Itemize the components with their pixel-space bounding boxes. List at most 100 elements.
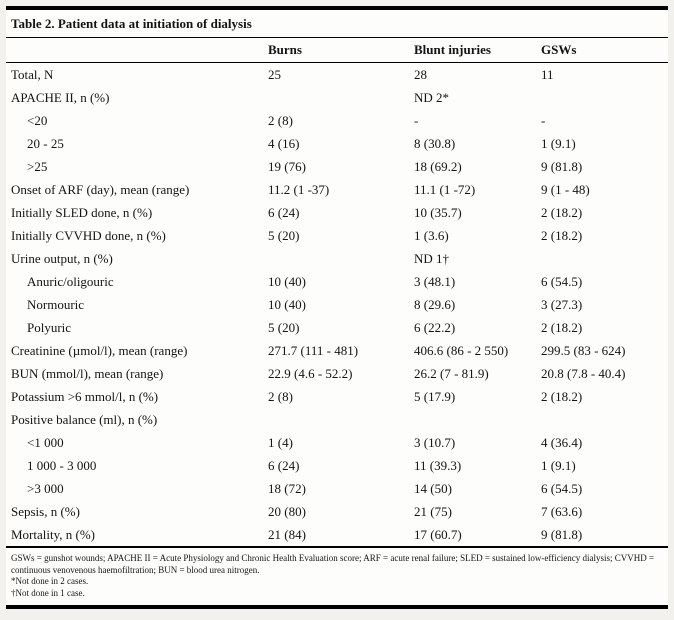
cell-blunt-injuries: 8 (29.6) <box>414 296 456 312</box>
rule-above-footnotes <box>6 546 668 548</box>
rule-under-header <box>6 62 668 63</box>
cell-burns: 6 (24) <box>268 457 300 473</box>
cell-blunt-injuries: 1 (3.6) <box>414 227 449 243</box>
cell-blunt-injuries: 8 (30.8) <box>414 135 456 151</box>
table-row: 1 000 - 3 000 6 (24) 11 (39.3) 1 (9.1) <box>6 454 668 477</box>
row-label: Initially CVVHD done, n (%) <box>11 227 166 243</box>
row-label: Anuric/oligouric <box>27 273 114 289</box>
cell-blunt-injuries: ND 1† <box>414 250 450 266</box>
cell-gsws: 11 <box>541 66 554 82</box>
cell-gsws: 6 (54.5) <box>541 273 583 289</box>
table-row: Total, N 25 28 11 <box>6 63 668 86</box>
cell-burns: 5 (20) <box>268 319 300 335</box>
cell-gsws: 3 (27.3) <box>541 296 583 312</box>
row-label: 20 - 25 <box>27 135 64 151</box>
cell-burns: 4 (16) <box>268 135 300 151</box>
table-row: BUN (mmol/l), mean (range) 22.9 (4.6 - 5… <box>6 362 668 385</box>
table-row: Positive balance (ml), n (%) <box>6 408 668 431</box>
row-label: <20 <box>27 112 48 128</box>
row-label: BUN (mmol/l), mean (range) <box>11 365 164 381</box>
footnote-abbreviations: GSWs = gunshot wounds; APACHE II = Acute… <box>11 553 655 575</box>
cell-blunt-injuries: - <box>414 112 419 128</box>
table-row: 20 - 25 4 (16) 8 (30.8) 1 (9.1) <box>6 132 668 155</box>
row-label: >25 <box>27 158 48 174</box>
table-row: Potassium >6 mmol/l, n (%) 2 (8) 5 (17.9… <box>6 385 668 408</box>
row-label: Polyuric <box>27 319 72 335</box>
table-row: Urine output, n (%) ND 1† <box>6 247 668 270</box>
column-header-burns: Burns <box>268 42 302 57</box>
table-row: >25 19 (76) 18 (69.2) 9 (81.8) <box>6 155 668 178</box>
cell-gsws: 4 (36.4) <box>541 434 583 450</box>
cell-burns: 22.9 (4.6 - 52.2) <box>268 365 353 381</box>
column-header-row: Burns Blunt injuries GSWs <box>6 38 668 62</box>
cell-blunt-injuries: 11.1 (1 -72) <box>414 181 476 197</box>
table-row: APACHE II, n (%) ND 2* <box>6 86 668 109</box>
cell-blunt-injuries: 3 (48.1) <box>414 273 456 289</box>
row-label: Mortality, n (%) <box>11 526 95 542</box>
cell-gsws: 9 (1 - 48) <box>541 181 590 197</box>
cell-blunt-injuries: 18 (69.2) <box>414 158 462 174</box>
row-label: Normouric <box>27 296 85 312</box>
table-row: <20 2 (8) - - <box>6 109 668 132</box>
cell-gsws: 299.5 (83 - 624) <box>541 342 626 358</box>
column-header-blunt-injuries: Blunt injuries <box>414 42 491 57</box>
table-body: Total, N 25 28 11 APACHE II, n (%) ND 2*… <box>6 63 668 546</box>
table-row: Normouric 10 (40) 8 (29.6) 3 (27.3) <box>6 293 668 316</box>
cell-blunt-injuries: 10 (35.7) <box>414 204 462 220</box>
cell-gsws: 2 (18.2) <box>541 227 583 243</box>
cell-blunt-injuries: 14 (50) <box>414 480 452 496</box>
cell-blunt-injuries: 3 (10.7) <box>414 434 456 450</box>
table-2: Table 2. Patient data at initiation of d… <box>6 6 668 609</box>
table-row: Mortality, n (%) 21 (84) 17 (60.7) 9 (81… <box>6 523 668 546</box>
cell-burns: 21 (84) <box>268 526 306 542</box>
cell-burns: 19 (76) <box>268 158 306 174</box>
cell-gsws: 6 (54.5) <box>541 480 583 496</box>
cell-burns: 10 (40) <box>268 273 306 289</box>
table-title: Table 2. Patient data at initiation of d… <box>11 16 252 31</box>
row-label: <1 000 <box>27 434 64 450</box>
cell-blunt-injuries: 6 (22.2) <box>414 319 456 335</box>
cell-burns: 11.2 (1 -37) <box>268 181 330 197</box>
cell-burns: 5 (20) <box>268 227 300 243</box>
row-label: Positive balance (ml), n (%) <box>11 411 158 427</box>
footnote-star: *Not done in 2 cases. <box>11 576 89 586</box>
table-row: Initially SLED done, n (%) 6 (24) 10 (35… <box>6 201 668 224</box>
cell-blunt-injuries: 11 (39.3) <box>414 457 462 473</box>
cell-burns: 25 <box>268 66 281 82</box>
cell-gsws: 2 (18.2) <box>541 319 583 335</box>
cell-gsws: - <box>541 112 546 128</box>
cell-gsws: 9 (81.8) <box>541 526 583 542</box>
footnotes: GSWs = gunshot wounds; APACHE II = Acute… <box>6 548 668 605</box>
cell-burns: 271.7 (111 - 481) <box>268 342 359 358</box>
cell-blunt-injuries: 17 (60.7) <box>414 526 462 542</box>
cell-gsws: 2 (18.2) <box>541 388 583 404</box>
row-label: Initially SLED done, n (%) <box>11 204 153 220</box>
cell-burns: 2 (8) <box>268 388 293 404</box>
row-label: Total, N <box>11 66 54 82</box>
table-row: Anuric/oligouric 10 (40) 3 (48.1) 6 (54.… <box>6 270 668 293</box>
rule-under-title <box>6 37 668 38</box>
row-label: Potassium >6 mmol/l, n (%) <box>11 388 159 404</box>
column-header-gsws: GSWs <box>541 42 577 57</box>
cell-blunt-injuries: ND 2* <box>414 89 450 105</box>
cell-blunt-injuries: 26.2 (7 - 81.9) <box>414 365 489 381</box>
table-row: Creatinine (µmol/l), mean (range) 271.7 … <box>6 339 668 362</box>
cell-burns: 18 (72) <box>268 480 306 496</box>
cell-gsws: 1 (9.1) <box>541 457 576 473</box>
row-label: Urine output, n (%) <box>11 250 113 266</box>
row-label: >3 000 <box>27 480 64 496</box>
cell-gsws: 2 (18.2) <box>541 204 583 220</box>
cell-burns: 20 (80) <box>268 503 306 519</box>
table-row: >3 000 18 (72) 14 (50) 6 (54.5) <box>6 477 668 500</box>
cell-burns: 6 (24) <box>268 204 300 220</box>
cell-burns: 1 (4) <box>268 434 293 450</box>
cell-gsws: 20.8 (7.8 - 40.4) <box>541 365 626 381</box>
cell-blunt-injuries: 406.6 (86 - 2 550) <box>414 342 509 358</box>
table-row: Initially CVVHD done, n (%) 5 (20) 1 (3.… <box>6 224 668 247</box>
row-label: 1 000 - 3 000 <box>27 457 97 473</box>
cell-blunt-injuries: 5 (17.9) <box>414 388 456 404</box>
table-row: <1 000 1 (4) 3 (10.7) 4 (36.4) <box>6 431 668 454</box>
row-label: Creatinine (µmol/l), mean (range) <box>11 342 188 358</box>
table-row: Polyuric 5 (20) 6 (22.2) 2 (18.2) <box>6 316 668 339</box>
table-row: Onset of ARF (day), mean (range) 11.2 (1… <box>6 178 668 201</box>
